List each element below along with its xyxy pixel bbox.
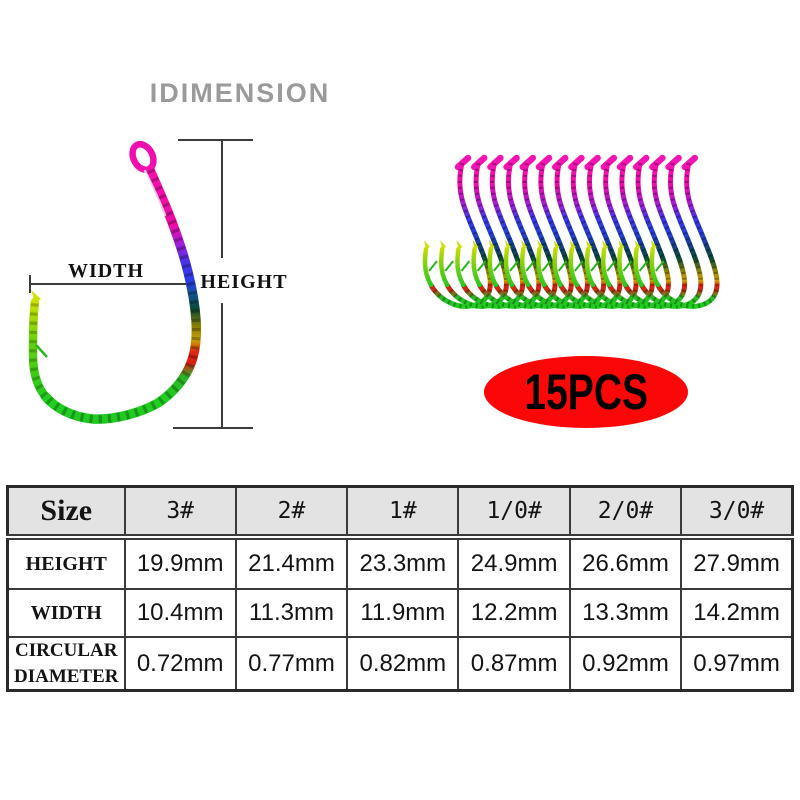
hook-point-limb (28, 297, 50, 401)
quantity-badge: 15PCS (484, 356, 688, 428)
spec-value: 24.9mm (457, 536, 571, 590)
spec-value: 19.9mm (123, 536, 237, 590)
spec-value: 0.87mm (457, 636, 571, 692)
table-row-height: HEIGHT 19.9mm 21.4mm 23.3mm 24.9mm 26.6m… (6, 536, 794, 590)
width-dimension-label: WIDTH (67, 260, 145, 282)
size-spec-table: Size 3# 2# 1# 1/0# 2/0# 3/0# HEIGHT 19.9… (6, 485, 794, 693)
spec-value: 0.97mm (680, 636, 794, 692)
col-header-1-0: 1/0# (457, 485, 571, 540)
spec-value: 11.3mm (234, 588, 349, 638)
large-hook-illustration (28, 140, 202, 424)
spec-value: 0.77mm (234, 636, 349, 692)
col-header-3-0: 3/0# (680, 485, 794, 540)
height-dimension-label: HEIGHT (200, 271, 288, 293)
spec-value: 0.82mm (346, 636, 460, 692)
hooks-bundle (424, 158, 717, 306)
spec-value: 13.3mm (568, 588, 683, 638)
row-label-width: WIDTH (6, 588, 126, 638)
hook-graphics (28, 139, 800, 429)
table-header-row: Size 3# 2# 1# 1/0# 2/0# 3/0# (6, 485, 794, 540)
row-label-line: CIRCULAR (15, 640, 118, 661)
spec-value: 27.9mm (680, 536, 794, 590)
hook-tip (31, 290, 41, 302)
hook-body (40, 165, 202, 424)
table-row-width: WIDTH 10.4mm 11.3mm 11.9mm 12.2mm 13.3mm… (6, 588, 794, 638)
spec-value: 14.2mm (680, 588, 794, 638)
quantity-badge-label: 15PCS (524, 364, 648, 420)
spec-value: 10.4mm (123, 588, 237, 638)
hook-barb (35, 344, 48, 358)
row-label-line: DIAMETER (13, 665, 119, 687)
spec-value: 26.6mm (568, 536, 683, 590)
spec-value: 21.4mm (234, 536, 349, 590)
spec-value: 0.92mm (568, 636, 683, 692)
col-header-3: 3# (123, 485, 237, 540)
page-title: IDIMENSION (149, 78, 331, 108)
col-header-size: Size (6, 485, 126, 540)
row-label-height: HEIGHT (6, 536, 126, 590)
row-label-circular-diameter: CIRCULAR DIAMETER (6, 636, 126, 692)
col-header-1: 1# (346, 485, 460, 540)
col-header-2-0: 2/0# (568, 485, 683, 540)
col-header-2: 2# (234, 485, 349, 540)
spec-value: 11.9mm (346, 588, 460, 638)
dimension-lines (29, 139, 253, 429)
table-row-circular-diameter: CIRCULAR DIAMETER 0.72mm 0.77mm 0.82mm 0… (6, 636, 794, 692)
hook-shine (143, 169, 167, 217)
spec-value: 12.2mm (457, 588, 571, 638)
spec-value: 0.72mm (123, 636, 237, 692)
spec-value: 23.3mm (346, 536, 460, 590)
